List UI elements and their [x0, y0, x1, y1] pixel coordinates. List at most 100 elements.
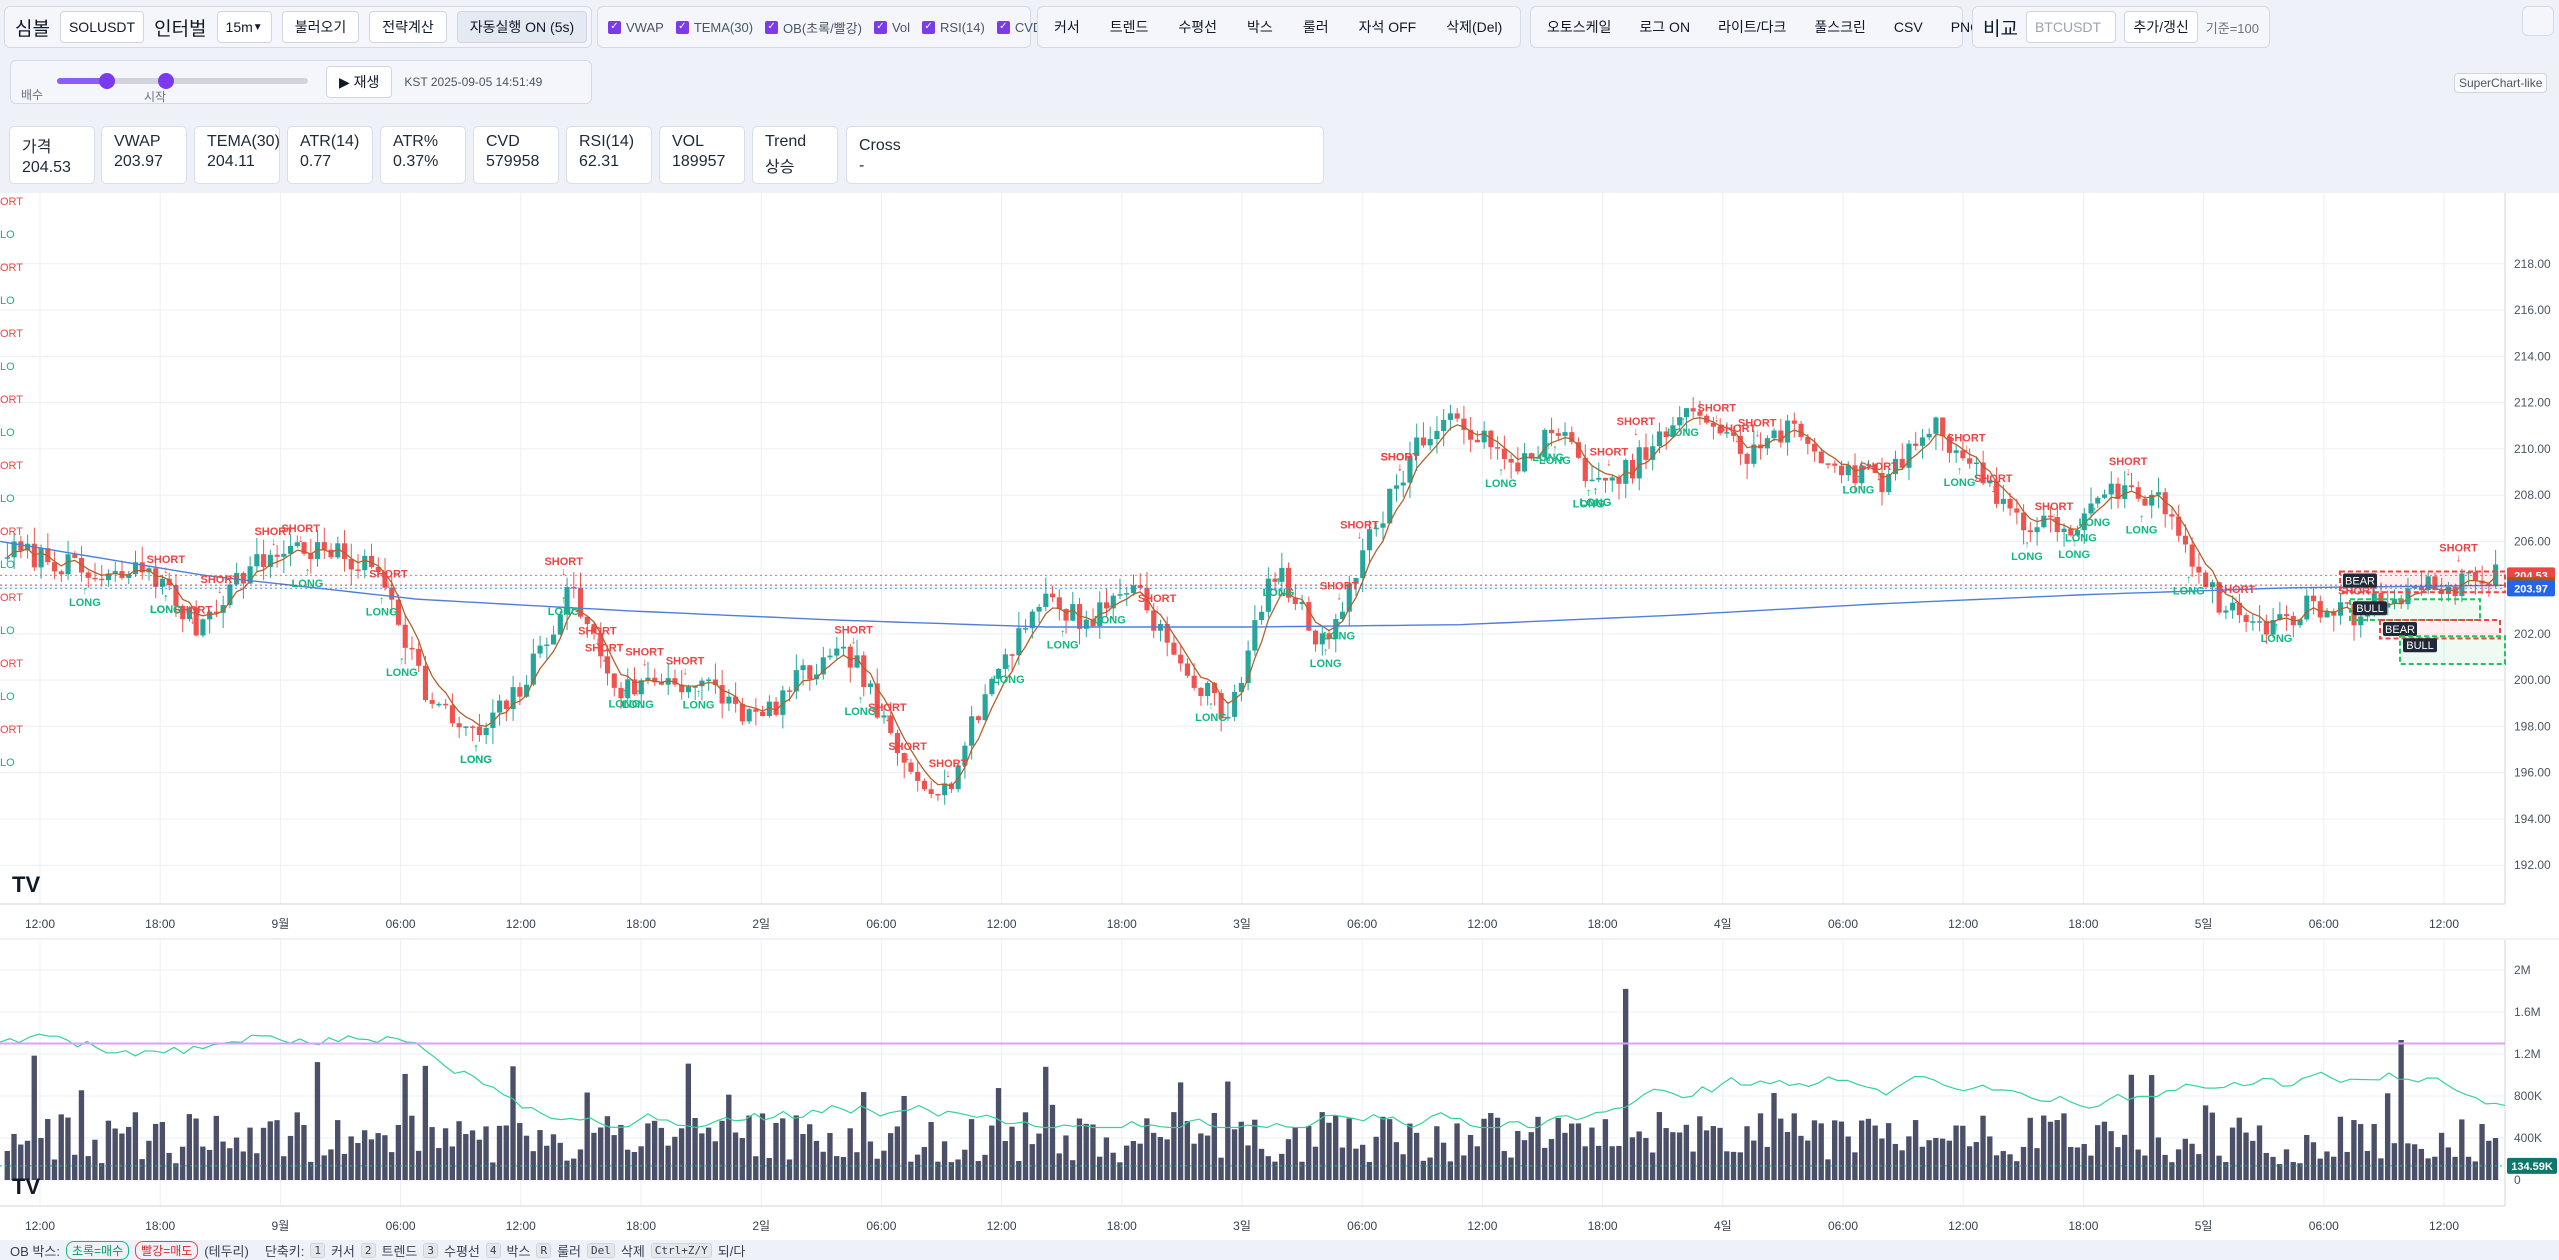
arrow-up-icon: ↑ [305, 566, 311, 578]
price-chart[interactable]: 218.00 216.00 214.00 212.00 210.00 208.00 206.… [0, 193, 2559, 938]
candle-body [1906, 443, 1912, 468]
candle-body [962, 745, 968, 766]
long-signal-label: LONG [548, 606, 580, 618]
long-signal-label: LONG [1573, 499, 1605, 511]
tool-hline[interactable]: 수평선 [1178, 19, 1218, 35]
volume-bar [1238, 1121, 1244, 1180]
candle-body [1953, 450, 1959, 453]
volume-bar [719, 1120, 725, 1180]
toggle-vol[interactable]: ✓ Vol [873, 20, 910, 35]
volume-bar [1697, 1116, 1703, 1180]
volume-bar [2378, 1158, 2384, 1180]
volume-bar [1056, 1153, 1062, 1180]
magnet-toggle[interactable]: 자석 OFF [1358, 19, 1417, 35]
volume-bar [1575, 1123, 1582, 1180]
csv-button[interactable]: CSV [1893, 19, 1923, 35]
compare-input[interactable]: BTCUSDT [2025, 11, 2117, 43]
checkbox-checked-icon[interactable]: ✓ [675, 20, 689, 34]
checkbox-checked-icon[interactable]: ✓ [873, 20, 887, 34]
x-tick-label: 18:00 [2068, 1219, 2098, 1233]
checkbox-checked-icon[interactable]: ✓ [922, 20, 936, 34]
volume-bar [948, 1162, 954, 1180]
candle-body [1056, 597, 1062, 609]
short-signal-label: ORT [0, 196, 23, 208]
volume-bar [1171, 1112, 1177, 1180]
tool-trend[interactable]: 트렌드 [1109, 19, 1149, 35]
candle-body [1508, 458, 1514, 463]
toggle-rsi-14[interactable]: ✓ RSI(14) [922, 20, 985, 35]
candle-body [1110, 595, 1116, 609]
delete-button[interactable]: 삭제(Del) [1446, 19, 1503, 35]
x-tick-label: 06:00 [2309, 917, 2339, 931]
volume-bar [510, 1066, 516, 1180]
volume-bar [2351, 1120, 2357, 1180]
candle-body [2189, 544, 2195, 567]
stat-value: 204.53 [22, 159, 71, 176]
auto-run-button[interactable]: 자동실행 ON (5s) [456, 11, 588, 43]
checkbox-checked-icon[interactable]: ✓ [765, 20, 779, 34]
price-chart-panel[interactable]: 218.00 216.00 214.00 212.00 210.00 208.00 206.… [0, 193, 2559, 938]
volume-bar [496, 1125, 503, 1180]
candle-body [1016, 628, 1022, 656]
tool-box[interactable]: 박스 [1247, 19, 1273, 35]
checkbox-checked-icon[interactable]: ✓ [608, 20, 621, 34]
volume-bar [1548, 1139, 1555, 1180]
toggle-cvd[interactable]: ✓ CVD [996, 20, 1042, 35]
long-signal-label: LONG [2058, 549, 2090, 561]
volume-bar [321, 1155, 327, 1180]
candle-body [834, 648, 840, 656]
start-slider[interactable] [157, 73, 308, 89]
stat-key: ATR(14) [300, 133, 360, 150]
candle-body [2391, 598, 2398, 604]
volume-bar [685, 1063, 692, 1180]
symbol-input[interactable]: SOLUSDT [59, 11, 145, 43]
volume-bar [1596, 1145, 1602, 1180]
volume-bar [105, 1120, 112, 1180]
volume-bar [2337, 1116, 2344, 1180]
load-button[interactable]: 불러오기 [281, 11, 360, 43]
candle-body [368, 555, 375, 568]
candle-body [1380, 523, 1386, 528]
ob-border-note: (테두리) [204, 1244, 249, 1259]
volume-bar [1616, 1145, 1622, 1180]
theme-toggle[interactable]: 라이트/다크 [1718, 19, 1787, 35]
window-corner-button[interactable] [2522, 6, 2554, 36]
volume-bar [1110, 1152, 1116, 1180]
volume-bar [537, 1130, 543, 1180]
play-button[interactable]: ▶ 재생 [326, 66, 393, 98]
tool-cursor[interactable]: 커서 [1054, 19, 1080, 35]
candle-body [1306, 602, 1312, 631]
long-signal-label: LONG [993, 674, 1025, 686]
checkbox-checked-icon[interactable]: ✓ [996, 20, 1010, 34]
compare-base: 기준=100 [2205, 20, 2259, 36]
volume-bar [2391, 1143, 2398, 1180]
volume-bar [429, 1127, 435, 1180]
toggle-vwap[interactable]: ✓ VWAP [608, 20, 664, 35]
autoscale-button[interactable]: 오토스케일 [1547, 19, 1612, 35]
stat-value: 203.97 [114, 153, 163, 170]
candle-body [1029, 611, 1035, 629]
volume-bar [1043, 1066, 1049, 1180]
ob-buy-tag: 초록=매수 [65, 1241, 130, 1260]
candle-body [173, 585, 179, 606]
toggle-tema-30[interactable]: ✓ TEMA(30) [675, 20, 753, 35]
candle-body [2304, 595, 2310, 620]
log-toggle[interactable]: 로그 ON [1639, 19, 1691, 35]
speed-slider[interactable] [57, 73, 207, 89]
candle-body [935, 793, 941, 796]
volume-chart[interactable]: 2M 1.6M 1.2M 800K 400K 0 12:00 18:00 9월 06:00 12:0… [0, 940, 2559, 1240]
interval-select[interactable]: 15m ▼ [216, 11, 272, 43]
long-signal-label: LONG [1047, 640, 1079, 652]
toggle-label: OB(초록/빨강) [783, 20, 862, 36]
candle-body [1130, 585, 1137, 594]
toggle-ob[interactable]: ✓ OB(초록/빨강) [765, 18, 862, 37]
compare-add-button[interactable]: 추가/갱신 [2124, 11, 2198, 43]
ob-label-bg [2383, 622, 2417, 637]
strategy-button[interactable]: 전략계산 [369, 11, 447, 43]
fullscreen-button[interactable]: 풀스크린 [1814, 19, 1866, 35]
tool-ruler[interactable]: 룰러 [1302, 19, 1329, 35]
candle-body [1758, 444, 1764, 449]
volume-bar [2108, 1131, 2114, 1180]
x-tick-label: 3일 [1233, 1219, 1251, 1233]
volume-chart-panel[interactable]: 2M 1.6M 1.2M 800K 400K 0 12:00 18:00 9월 06:00 12:0… [0, 940, 2559, 1240]
